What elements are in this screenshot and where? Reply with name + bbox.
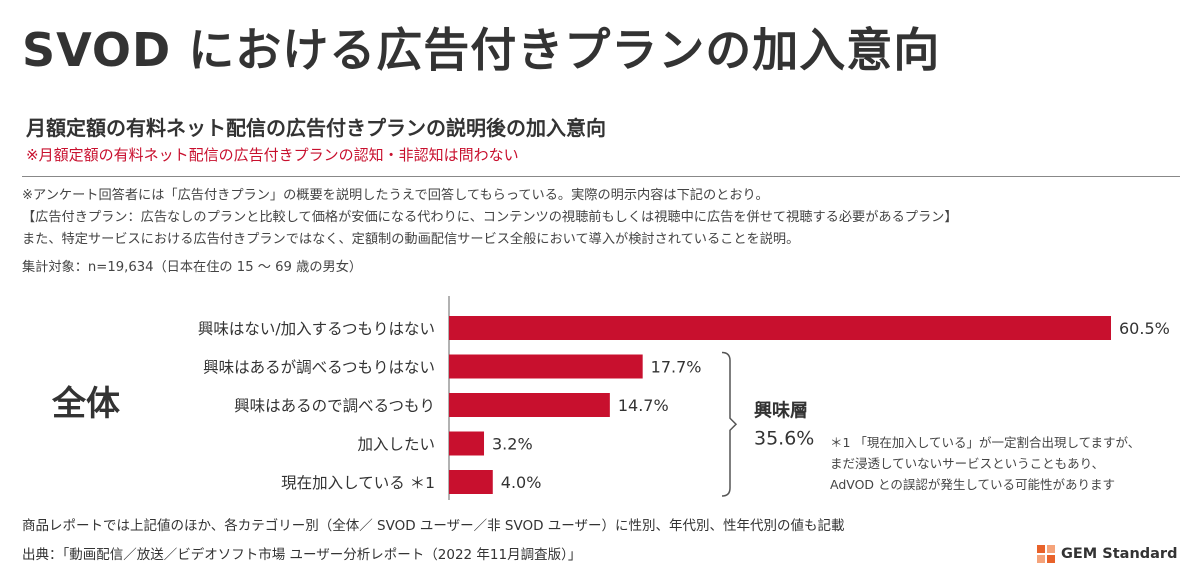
footnote-line-1: ＊1 「現在加入している」が一定割合出現してますが、 xyxy=(830,435,1141,450)
page-title: SVOD における広告付きプランの加入意向 xyxy=(22,23,941,77)
logo-text: GEM Standard xyxy=(1061,546,1178,562)
divider xyxy=(22,176,1180,177)
report-note: 商品レポートでは上記値のほか、各カテゴリー別（全体／ SVOD ユーザー／非 S… xyxy=(22,518,845,534)
group-label: 全体 xyxy=(52,384,120,424)
survey-note-2: 【広告付きプラン：広告なしのプランと比較して価格が安価になる代わりに、コンテンツ… xyxy=(22,210,958,225)
footnote-line-3: AdVOD との誤認が発生している可能性があります xyxy=(830,477,1116,492)
category-label: 興味はあるので調べるつもり xyxy=(234,397,435,415)
footnote: ＊1 「現在加入している」が一定割合出現してますが、 まだ浸透していないサービス… xyxy=(830,432,1200,495)
category-label: 興味はない/加入するつもりはない xyxy=(198,320,435,338)
category-label: 加入したい xyxy=(357,436,435,454)
bar xyxy=(449,354,643,379)
logo-square xyxy=(1037,545,1045,553)
value-label: 60.5% xyxy=(1119,319,1170,338)
logo-square xyxy=(1037,555,1045,563)
brand-logo: GEM Standard xyxy=(1037,545,1177,563)
chart-subtitle: 月額定額の有料ネット配信の広告付きプランの説明後の加入意向 xyxy=(26,116,606,140)
survey-note-3: また、特定サービスにおける広告付きプランではなく、定額制の動画配信サービス全般に… xyxy=(22,232,800,247)
source-citation: 出典：「動画配信／放送／ビデオソフト市場 ユーザー分析レポート（2022 年11… xyxy=(22,547,582,563)
subtitle-note: ※月額定額の有料ネット配信の広告付きプランの認知・非認知は問わない xyxy=(26,146,519,164)
bar xyxy=(449,393,610,417)
interest-bracket xyxy=(721,351,738,497)
bracket-value: 35.6% xyxy=(754,427,814,449)
bar xyxy=(449,316,1111,340)
sample-size-note: 集計対象：n=19,634（日本在住の 15 ～ 69 歳の男女） xyxy=(22,260,363,275)
category-label: 興味はあるが調べるつもりはない xyxy=(203,359,435,377)
category-label: 現在加入している ＊1 xyxy=(281,474,435,492)
survey-note-1: ※アンケート回答者には「広告付きプラン」の概要を説明したうえで回答してもらってい… xyxy=(22,188,769,203)
logo-mark-icon xyxy=(1037,545,1055,563)
value-label: 17.7% xyxy=(651,358,702,377)
bar xyxy=(449,431,485,456)
logo-square xyxy=(1047,545,1055,553)
logo-square xyxy=(1047,555,1055,563)
bracket-label: 興味層 xyxy=(754,399,808,421)
value-label: 14.7% xyxy=(618,396,669,415)
bar xyxy=(449,470,493,494)
value-label: 4.0% xyxy=(501,473,542,492)
footnote-line-2: まだ浸透していないサービスということもあり、 xyxy=(830,456,1105,471)
bar-chart: 興味はない/加入するつもりはない 60.5% 興味はあるが調べるつもりはない 17.7… xyxy=(198,296,1170,500)
value-label: 3.2% xyxy=(492,435,533,454)
